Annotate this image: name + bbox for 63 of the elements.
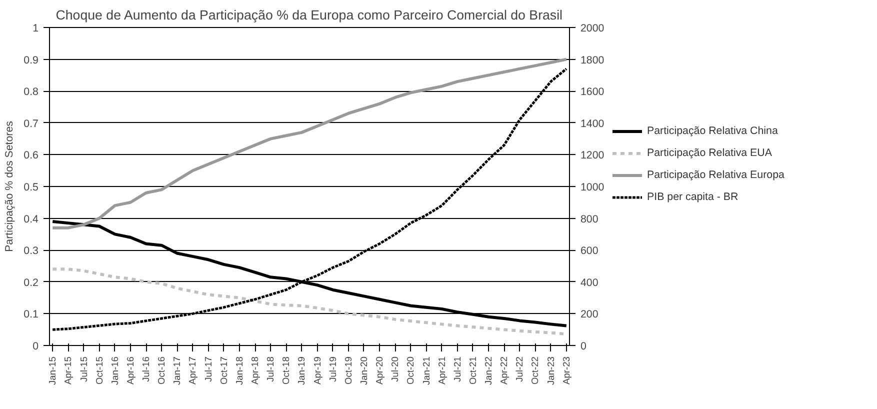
x-tick-label: Oct-16 [156, 356, 167, 384]
x-tick-label: Apr-19 [312, 356, 322, 384]
y-tick-label: 1 [32, 22, 39, 34]
y-tick-label: 0.4 [24, 213, 39, 226]
x-tick-label: Oct-15 [94, 356, 104, 384]
y2-tick-label: 1600 [580, 86, 604, 98]
x-tick-label: Jan-21 [421, 356, 432, 386]
x-tick-label: Jul-17 [203, 356, 214, 382]
x-tick-label: Jul-16 [141, 356, 152, 382]
y2-tick-label: 200 [580, 308, 598, 321]
x-tick-label: Jan-18 [234, 356, 244, 386]
x-tick-label: Oct-22 [530, 356, 540, 384]
x-tick-label: Oct-18 [281, 356, 292, 384]
x-tick-label: Jul-22 [514, 356, 525, 382]
y-tick-label: 0.5 [24, 182, 39, 194]
x-tick-label: Oct-19 [343, 356, 354, 384]
chart-title: Choque de Aumento da Participação % da Europa como Parceiro Comercial do Brasil [56, 8, 563, 22]
x-tick-label: Apr-18 [250, 356, 260, 384]
x-tick-label: Jul-18 [266, 356, 276, 382]
x-tick-label: Jan-23 [546, 356, 556, 386]
x-tick-label: Jan-19 [296, 356, 307, 386]
y2-tick-label: 0 [580, 340, 586, 352]
y-axis-title: Participação % dos Setores [4, 121, 16, 252]
x-tick-label: Jan-15 [48, 356, 58, 386]
x-tick-label: Apr-15 [63, 356, 74, 384]
x-tick-label: Jul-19 [328, 356, 338, 382]
line-series [51, 58, 568, 230]
x-tick-label: Oct-20 [406, 356, 416, 384]
x-tick-label: Oct-21 [468, 356, 478, 384]
x-tick-label: Apr-17 [188, 356, 198, 384]
x-tick-label: Jan-17 [172, 356, 182, 386]
y-tick-label: 0.1 [24, 308, 39, 321]
y-tick-label: 0.3 [24, 245, 39, 258]
x-tick-label: Jul-20 [390, 356, 400, 382]
legend-label: Participação Relativa EUA [647, 146, 772, 159]
x-tick-label: Jan-16 [110, 356, 120, 386]
y2-tick-label: 600 [580, 245, 598, 258]
x-tick-label: Jul-21 [452, 356, 462, 382]
x-tick-label: Jul-15 [78, 356, 89, 382]
legend-label: Participação Relativa China [647, 124, 778, 137]
y-tick-label: 0.8 [24, 86, 39, 98]
y-tick-label: 0.2 [24, 276, 39, 289]
y-tick-label: 0 [32, 340, 39, 352]
y2-tick-label: 1400 [580, 118, 604, 130]
x-tick-label: Apr-23 [561, 356, 572, 384]
x-tick-label: Oct-17 [218, 356, 229, 384]
y2-tick-label: 400 [580, 276, 598, 289]
x-tick-label: Apr-16 [125, 356, 136, 384]
y-tick-label: 0.7 [24, 118, 39, 130]
y2-tick-label: 1000 [580, 182, 604, 194]
legend-label: PIB per capita - BR [647, 190, 738, 203]
x-tick-label: Jan-22 [484, 356, 494, 386]
y-tick-label: 0.6 [24, 150, 39, 162]
x-tick-label: Jan-20 [358, 356, 369, 386]
y-tick-label: 0.9 [24, 54, 39, 66]
legend-label: Participação Relativa Europa [647, 168, 784, 181]
y2-tick-label: 1800 [580, 54, 604, 66]
y2-tick-label: 800 [580, 213, 598, 226]
y2-tick-label: 1200 [580, 150, 604, 162]
x-tick-label: Apr-22 [499, 356, 510, 384]
y2-tick-label: 2000 [580, 22, 604, 34]
x-tick-label: Apr-21 [436, 356, 447, 384]
x-tick-label: Apr-20 [374, 356, 385, 384]
